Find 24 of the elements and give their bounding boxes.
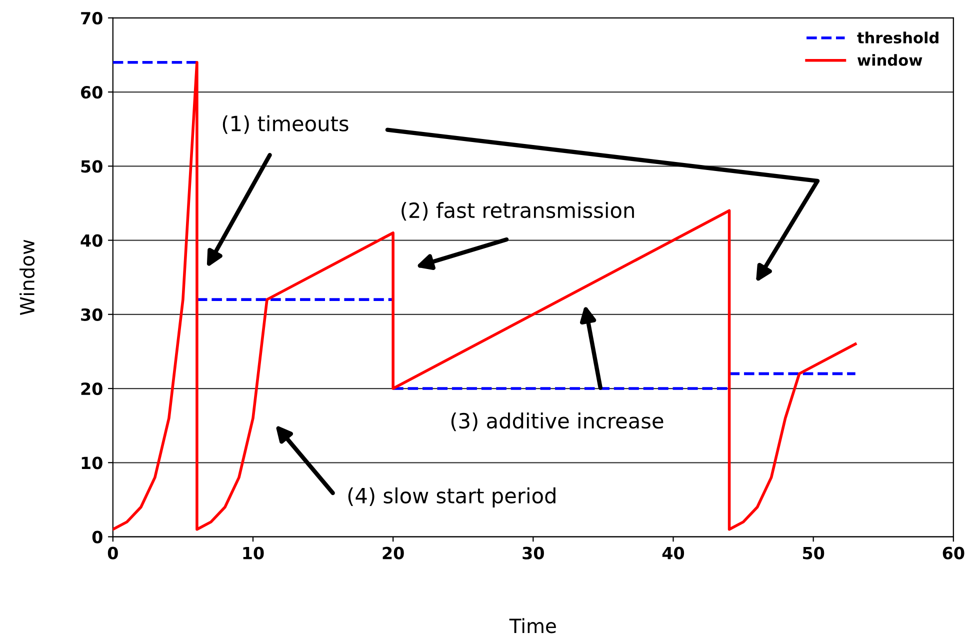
y-tick-label: 70 <box>81 12 102 24</box>
x-tick-label: 30 <box>522 546 544 560</box>
y-tick-label: 30 <box>81 308 102 321</box>
x-tick-label: 60 <box>942 546 964 560</box>
annotation: (4) slow start period <box>348 487 556 508</box>
x-axis-title: Time <box>509 618 556 634</box>
y-axis-title: Window <box>20 240 35 316</box>
legend-label: window <box>857 54 922 66</box>
y-tick-label: 20 <box>81 382 102 396</box>
annotation: (2) fast retransmission <box>402 202 634 221</box>
y-tick-label: 10 <box>82 456 102 470</box>
x-tick-label: 0 <box>108 546 118 560</box>
y-tick-label: 40 <box>80 234 102 247</box>
legend-label: threshold <box>857 32 938 44</box>
y-tick-label: 0 <box>92 530 102 544</box>
x-tick-label: 50 <box>803 546 824 560</box>
line-series <box>112 60 857 531</box>
x-tick-label: 10 <box>243 546 264 560</box>
annotation: (1) timeouts <box>222 115 348 134</box>
y-tick-label: 60 <box>81 86 102 99</box>
annotation: (3) additive increase <box>451 412 664 432</box>
x-tick-label: 40 <box>662 546 684 560</box>
x-tick-label: 20 <box>382 546 404 560</box>
y-tick-label: 50 <box>81 160 102 173</box>
